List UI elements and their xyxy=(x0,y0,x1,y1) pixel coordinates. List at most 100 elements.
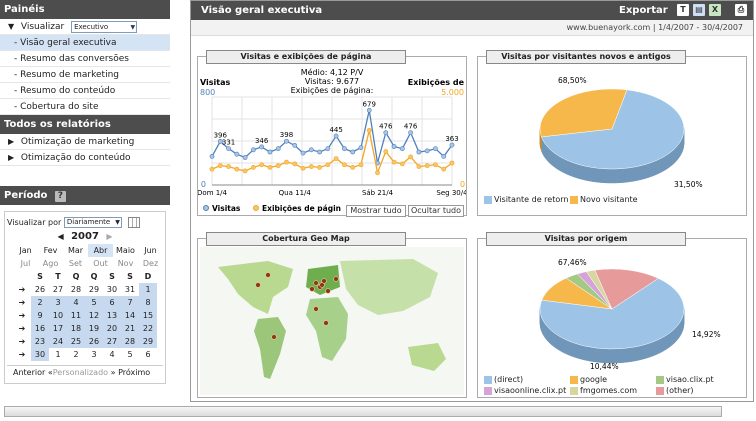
visualizar-por-select[interactable]: Diariamente ▼ xyxy=(63,217,122,228)
pie-slice[interactable] xyxy=(539,88,628,138)
month-cell[interactable]: Dez xyxy=(142,259,159,268)
day-cell[interactable]: 12 xyxy=(85,309,103,322)
map-marker[interactable] xyxy=(333,276,339,282)
sidebar-item-marketing[interactable]: - Resumo de marketing xyxy=(0,67,170,83)
map-marker[interactable] xyxy=(265,272,271,278)
day-cell[interactable]: 27 xyxy=(103,335,121,348)
map-marker[interactable] xyxy=(323,320,329,326)
horizontal-scrollbar[interactable] xyxy=(4,406,722,417)
sidebar-item-otimizacao-conteudo[interactable]: ▶ Otimização do conteúdo xyxy=(0,150,170,166)
pie-slice[interactable] xyxy=(539,278,685,350)
day-cell[interactable]: 18 xyxy=(67,322,85,335)
day-cell[interactable]: 23 xyxy=(31,335,49,348)
text-export-icon[interactable]: T xyxy=(677,4,689,16)
hide-all-button[interactable]: Ocultar tudo xyxy=(408,205,464,217)
map-marker[interactable] xyxy=(309,286,315,292)
day-cell[interactable]: 25 xyxy=(67,335,85,348)
day-cell[interactable]: 6 xyxy=(145,350,151,359)
map-marker[interactable] xyxy=(313,280,319,286)
show-all-button[interactable]: Mostrar tudo xyxy=(346,205,406,217)
day-cell[interactable]: 4 xyxy=(67,296,85,309)
week-select-arrow-icon[interactable]: ➔ xyxy=(18,350,26,359)
day-cell[interactable]: 29 xyxy=(139,335,157,348)
day-cell[interactable]: 1 xyxy=(55,350,61,359)
map-marker[interactable] xyxy=(325,288,331,294)
day-cell[interactable]: 2 xyxy=(73,350,79,359)
proximo-link[interactable]: Próximo xyxy=(118,368,151,377)
day-cell[interactable]: 4 xyxy=(109,350,115,359)
day-cell[interactable]: 5 xyxy=(85,296,103,309)
personalizado-link[interactable]: Personalizado xyxy=(52,368,109,377)
map-marker[interactable] xyxy=(319,282,325,288)
day-cell[interactable]: 28 xyxy=(121,335,139,348)
excel-export-icon[interactable]: X xyxy=(709,4,721,16)
day-cell[interactable]: 29 xyxy=(88,285,100,294)
calendar-icon[interactable] xyxy=(128,217,141,228)
week-select-arrow-icon[interactable]: ➔ xyxy=(18,324,26,333)
day-cell[interactable]: 22 xyxy=(139,322,157,335)
month-cell[interactable]: Set xyxy=(68,259,83,268)
month-cell[interactable]: Nov xyxy=(117,259,134,268)
day-cell[interactable]: 3 xyxy=(91,350,97,359)
month-cell[interactable]: Jul xyxy=(20,259,31,268)
week-select-arrow-icon[interactable]: ➔ xyxy=(18,298,26,307)
pie-slice[interactable] xyxy=(594,268,659,310)
sidebar-item-conversoes[interactable]: - Resumo das conversões xyxy=(0,51,170,67)
visualizar-select[interactable]: Executivo ▼ xyxy=(71,20,138,33)
day-cell[interactable]: 28 xyxy=(70,285,82,294)
day-cell[interactable]: 3 xyxy=(49,296,67,309)
month-cell[interactable]: Maio xyxy=(116,246,135,255)
month-cell[interactable]: Ago xyxy=(42,259,59,268)
prev-year-icon[interactable]: ◀ xyxy=(57,232,64,241)
sidebar-item-otimizacao-marketing[interactable]: ▶ Otimização de marketing xyxy=(0,134,170,150)
day-cell[interactable]: 6 xyxy=(103,296,121,309)
day-cell[interactable]: 30 xyxy=(106,285,118,294)
month-cell[interactable]: Jan xyxy=(19,246,32,255)
date-range[interactable]: 1/4/2007 - 30/4/2007 xyxy=(658,23,743,32)
anterior-link[interactable]: Anterior xyxy=(13,368,46,377)
day-cell[interactable]: 17 xyxy=(49,322,67,335)
month-cell[interactable]: Jun xyxy=(144,246,157,255)
pie-slice[interactable] xyxy=(541,89,685,170)
pdf-export-icon[interactable]: ▤ xyxy=(693,4,705,16)
week-select-arrow-icon[interactable]: ➔ xyxy=(18,311,26,320)
map-marker[interactable] xyxy=(271,334,277,340)
next-year-icon[interactable]: ▶ xyxy=(106,232,113,241)
sidebar-item-visao-geral[interactable]: - Visão geral executiva xyxy=(0,35,170,51)
day-cell[interactable]: 8 xyxy=(139,296,157,309)
day-cell[interactable]: 7 xyxy=(121,296,139,309)
day-cell[interactable]: 2 xyxy=(31,296,49,309)
map-marker[interactable] xyxy=(313,306,319,312)
month-cell[interactable]: Fev xyxy=(43,246,58,255)
day-cell[interactable]: 19 xyxy=(85,322,103,335)
world-map[interactable] xyxy=(198,239,466,397)
day-cell[interactable]: 5 xyxy=(127,350,133,359)
day-cell[interactable]: 10 xyxy=(49,309,67,322)
sidebar-item-cobertura[interactable]: - Cobertura do site xyxy=(0,99,170,115)
month-cell[interactable]: Out xyxy=(93,259,108,268)
triangle-down-icon[interactable]: ▼ xyxy=(8,22,15,31)
map-marker[interactable] xyxy=(255,282,261,288)
day-cell[interactable]: 30 xyxy=(31,348,49,361)
day-cell[interactable]: 14 xyxy=(121,309,139,322)
month-cell[interactable]: Mar xyxy=(67,246,84,255)
day-cell[interactable]: 13 xyxy=(103,309,121,322)
help-icon[interactable]: ? xyxy=(54,191,66,202)
day-cell[interactable]: 9 xyxy=(31,309,49,322)
day-cell[interactable]: 26 xyxy=(85,335,103,348)
print-icon[interactable]: ⎙ xyxy=(735,4,747,16)
month-cell[interactable]: Abr xyxy=(88,244,113,257)
day-cell[interactable]: 26 xyxy=(34,285,46,294)
week-select-arrow-icon[interactable]: ➔ xyxy=(18,337,26,346)
day-cell[interactable]: 1 xyxy=(139,283,157,296)
day-cell[interactable]: 16 xyxy=(31,322,49,335)
day-cell[interactable]: 21 xyxy=(121,322,139,335)
sidebar-item-conteudo[interactable]: - Resumo do conteúdo xyxy=(0,83,170,99)
day-cell[interactable]: 11 xyxy=(67,309,85,322)
day-cell[interactable]: 20 xyxy=(103,322,121,335)
week-select-arrow-icon[interactable]: ➔ xyxy=(18,285,26,294)
day-cell[interactable]: 24 xyxy=(49,335,67,348)
day-cell[interactable]: 27 xyxy=(52,285,64,294)
day-cell[interactable]: 15 xyxy=(139,309,157,322)
day-cell[interactable]: 31 xyxy=(124,285,136,294)
